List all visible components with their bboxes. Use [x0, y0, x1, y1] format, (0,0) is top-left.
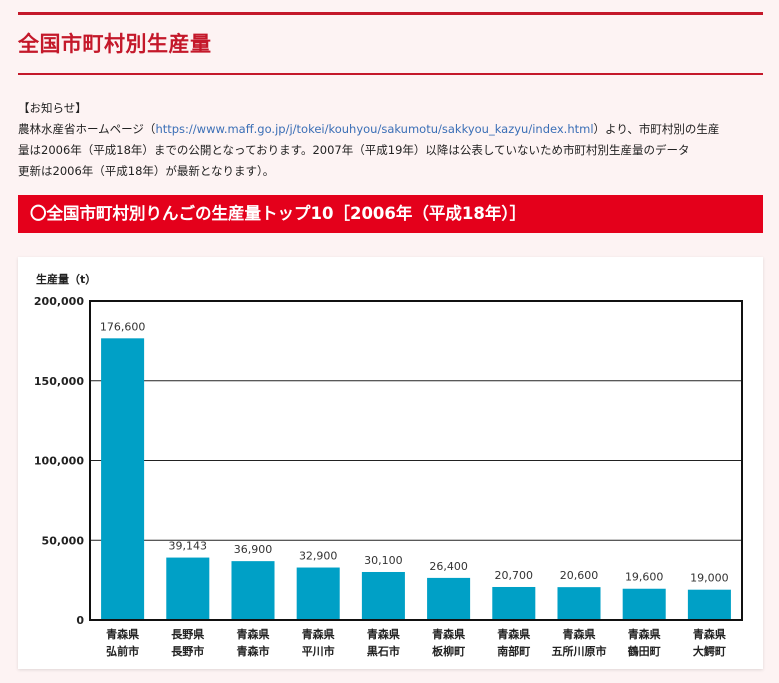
notice-line-2: 量は2006年（平成18年）までの公開となっております。2007年（平成19年）…	[18, 143, 690, 157]
notice-text-before-link: 農林水産省ホームページ（	[18, 122, 156, 136]
x-tick-label-city: 五所川原市	[552, 644, 607, 658]
x-tick-label-pref: 青森県	[497, 627, 530, 641]
x-tick-label-city: 長野市	[171, 644, 204, 658]
chart-panel: 生産量（t） 0 50,000 100,000 150,000 200,000 176,…	[18, 257, 763, 669]
x-tick-label-city: 弘前市	[106, 644, 139, 658]
x-tick-label-pref: 青森県	[367, 627, 400, 641]
notice-text-after-link: ）より、市町村別の生産	[593, 122, 720, 136]
bars	[101, 338, 731, 620]
x-tick-label-city: 鶴田町	[628, 644, 661, 658]
x-tick-label-pref: 青森県	[432, 627, 465, 641]
y-tick-label: 100,000	[34, 455, 84, 468]
page-title: 全国市町村別生産量	[18, 32, 212, 56]
value-labels: 176,600 39,143 36,900 32,900 30,100 26,400 20,…	[100, 320, 729, 584]
y-tick-label: 150,000	[34, 375, 84, 388]
y-tick-label: 0	[76, 614, 84, 627]
value-label: 19,000	[690, 572, 729, 585]
x-tick-label-pref: 長野県	[171, 628, 204, 641]
value-label: 30,100	[364, 554, 403, 567]
bar	[492, 586, 536, 620]
bar	[296, 567, 340, 620]
value-label: 26,400	[429, 560, 468, 573]
x-tick-label-city: 南部町	[497, 644, 530, 658]
bar	[687, 589, 731, 620]
notice-line-1: 農林水産省ホームページ（https://www.maff.go.jp/j/tok…	[18, 119, 763, 140]
value-label: 19,600	[625, 571, 664, 584]
x-tick-label-pref: 青森県	[106, 627, 139, 641]
bar	[101, 338, 145, 620]
x-tick-label-pref: 青森県	[628, 627, 661, 641]
notice-block: 【お知らせ】 農林水産省ホームページ（https://www.maff.go.j…	[18, 98, 763, 182]
x-tick-label-city: 青森市	[237, 644, 270, 658]
notice-heading: 【お知らせ】	[18, 101, 87, 115]
bar	[427, 577, 471, 620]
bar-chart: 生産量（t） 0 50,000 100,000 150,000 200,000 176,…	[34, 272, 743, 658]
value-label: 36,900	[234, 543, 273, 556]
x-tick-label-city: 黒石市	[367, 644, 400, 658]
bar	[166, 557, 210, 620]
notice-line-3: 更新は2006年（平成18年）が最新となります）。	[18, 164, 275, 178]
y-tick-label: 200,000	[34, 295, 84, 308]
section-heading: 〇全国市町村別りんごの生産量トップ10［2006年（平成18年）］	[18, 195, 763, 233]
bar	[361, 571, 405, 620]
bar	[557, 587, 601, 620]
x-tick-label-pref: 青森県	[302, 627, 335, 641]
header-rule-top	[18, 12, 763, 15]
x-tick-label-pref: 青森県	[237, 627, 270, 641]
value-label: 20,600	[560, 569, 599, 582]
plot-frame	[89, 300, 743, 621]
value-label: 39,143	[169, 540, 208, 553]
x-tick-label-pref: 青森県	[693, 627, 726, 641]
x-tick-label-pref: 青森県	[563, 627, 596, 641]
x-tick-label-city: 大鰐町	[693, 644, 726, 658]
y-tick-label: 50,000	[42, 534, 85, 547]
y-axis-label: 生産量（t）	[36, 272, 96, 286]
bar	[622, 588, 666, 620]
bar	[231, 561, 275, 620]
value-label: 176,600	[100, 320, 146, 333]
x-tick-label-city: 板柳町	[432, 644, 465, 658]
y-tick-labels: 0 50,000 100,000 150,000 200,000	[34, 295, 84, 627]
header-rule-bottom	[18, 73, 763, 75]
x-tick-label-city: 平川市	[302, 644, 335, 658]
value-label: 32,900	[299, 550, 338, 563]
maff-link[interactable]: https://www.maff.go.jp/j/tokei/kouhyou/s…	[155, 122, 594, 136]
value-label: 20,700	[495, 569, 534, 582]
gridlines	[90, 380, 742, 541]
